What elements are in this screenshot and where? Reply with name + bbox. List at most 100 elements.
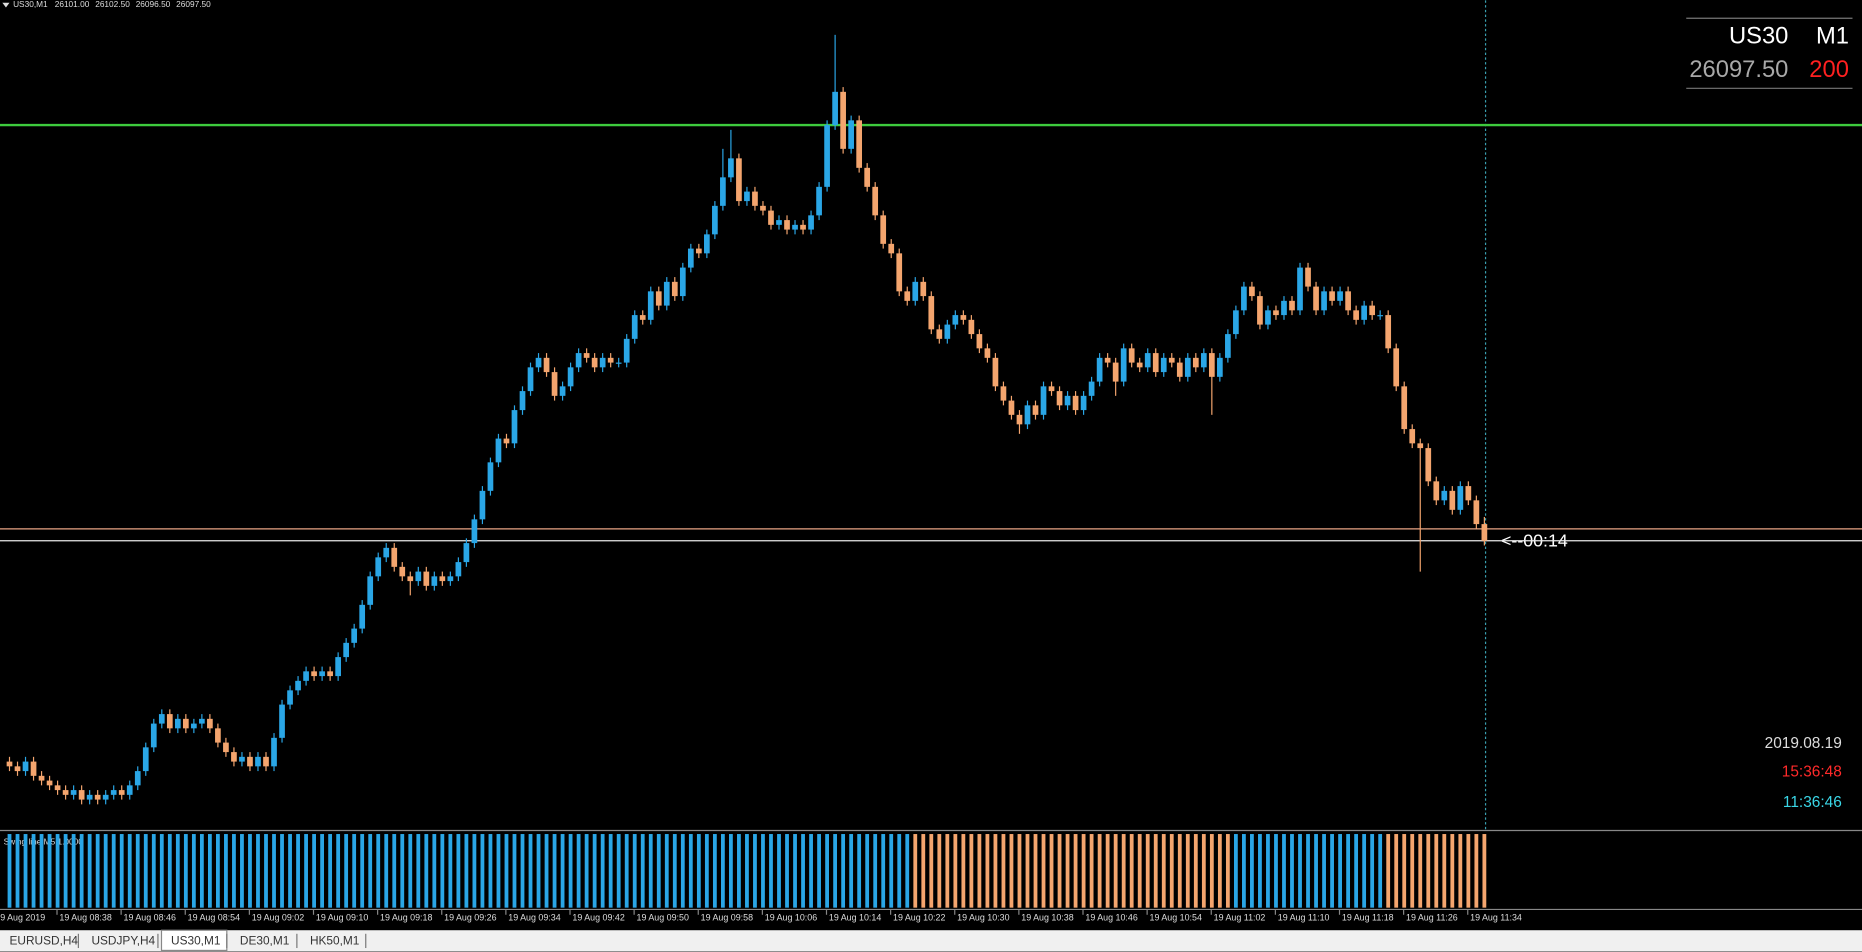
tab-label: US30,M1 [171,934,221,948]
candle-body [1425,448,1432,482]
candle-body [199,718,205,724]
candle-body [86,794,93,800]
candle-body [383,547,390,558]
candle-body [1208,353,1215,377]
candle-body [6,761,13,767]
candle-body [1409,429,1416,444]
candle-body [567,367,574,387]
candle-body [174,718,181,729]
indicator-bar [520,834,525,908]
candle-body [1297,267,1303,311]
indicator-bar [977,834,982,908]
indicator-bar [1185,834,1190,908]
indicator-bar [1161,834,1166,908]
candle-body [784,220,790,230]
indicator-bar [472,834,477,908]
time-label: 19 Aug 09:02 [252,913,304,923]
indicator-bar [1009,834,1014,908]
indicator-bar [288,834,292,908]
time-label: 19 Aug 11:26 [1406,913,1458,923]
indicator-bar [857,834,862,908]
indicator-bar [873,834,878,908]
info-bid: 26097.50 [1689,56,1788,83]
indicator-bar [280,834,284,908]
candle-body [888,243,895,254]
candle-body [1225,334,1231,358]
candle-body [471,519,478,544]
indicator-bar [552,834,557,908]
chart-header: US30,M1 26101.00 26102.50 26096.50 26097… [13,0,211,9]
tab[interactable]: EURUSD,H4 [10,934,79,949]
time-label: 19 Aug 11:34 [1470,913,1522,923]
indicator-bar [865,834,870,908]
indicator-bar [584,834,589,908]
indicator-bar [576,834,581,908]
indicator-bar [400,834,405,908]
candle-body [54,785,61,791]
indicator-bar [103,834,108,908]
candle-body [62,790,69,795]
time-label: 19 Aug 11:18 [1342,913,1394,923]
tab[interactable]: USDJPY,H4 [91,934,159,949]
time-label: 19 Aug 09:34 [508,913,560,923]
indicator-bar [817,834,821,908]
indicator-bar [183,834,188,908]
indicator-bar [464,834,469,908]
indicator-bar [616,834,621,908]
indicator-bar [1209,834,1214,908]
indicator-bar [1386,834,1391,908]
indicator-bar [1450,834,1455,908]
indicator-bar [945,834,950,908]
indicator-bar [240,834,244,908]
indicator-bar [1225,834,1230,908]
indicator-bar [224,834,228,908]
tab[interactable]: HK50,M1 [310,934,367,949]
candle-body [736,158,742,202]
indicator-bar [272,834,276,908]
indicator-bar [833,834,838,908]
candle-body [904,291,911,301]
indicator-bar [264,834,268,908]
indicator-bar [1418,834,1423,908]
indicator-bar [232,834,236,908]
candle-body [102,794,109,800]
tab[interactable]: DE30,M1 [240,934,298,949]
indicator-bar [769,834,773,908]
menu-arrow[interactable] [2,2,10,8]
candle-body [375,557,382,577]
candle-body [1289,300,1295,311]
candle-body [1168,357,1175,363]
indicator-bar [849,834,854,908]
time-label: 19 Aug 08:38 [59,913,111,923]
candle-body [631,315,638,339]
candle-body [1241,286,1247,311]
indicator-bar [248,834,252,908]
candle-body [880,215,887,244]
candle-body [728,158,734,178]
candle-body [655,291,662,306]
indicator-bar [87,834,92,908]
candle-body [607,357,614,363]
time-label: 19 Aug 11:02 [1214,913,1266,923]
candle-body [1281,300,1287,316]
candle-body [1064,395,1071,406]
header-low: 26096.50 [136,0,171,9]
indicator-bar [1217,834,1222,908]
indicator-bar [1362,834,1367,908]
candle-body [142,747,149,772]
indicator-bar [656,834,661,908]
indicator-bar [1041,834,1046,908]
candle-body [327,671,333,677]
tab[interactable]: US30,M1 [160,929,228,951]
candle-body [1200,353,1207,368]
candle-body [1465,486,1472,501]
candle-body [543,357,550,373]
indicator-bar [504,834,509,908]
indicator-bar [143,834,148,908]
indicator-bar [793,834,797,908]
candle-body [126,785,133,795]
candle-body [1008,400,1015,415]
clock-server: 11:36:46 [1783,794,1842,811]
candle-body [279,704,285,738]
